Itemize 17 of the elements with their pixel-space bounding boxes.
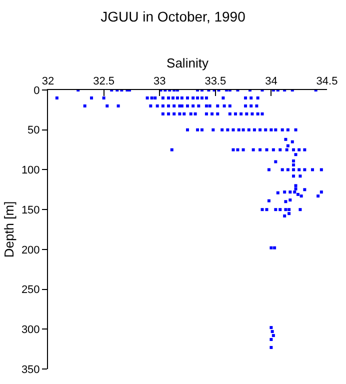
x-axis-title: Salinity bbox=[166, 56, 209, 71]
chart-title: JGUU in October, 1990 bbox=[100, 8, 246, 24]
x-tick-label: 33 bbox=[153, 76, 166, 88]
x-tick-label: 32 bbox=[42, 76, 54, 88]
x-tick-label: 34 bbox=[265, 76, 278, 88]
y-tick-label: 350 bbox=[21, 364, 40, 376]
x-tick-label: 33.5 bbox=[204, 76, 226, 88]
x-tick-label: 34.5 bbox=[316, 76, 338, 88]
y-tick-label: 50 bbox=[28, 124, 40, 137]
y-tick-label: 250 bbox=[21, 284, 40, 296]
y-tick-label: 100 bbox=[21, 164, 40, 177]
y-tick-label: 150 bbox=[21, 204, 40, 216]
y-axis-title: Depth [m] bbox=[1, 201, 16, 258]
y-tick-label: 300 bbox=[21, 324, 40, 336]
y-tick-label: 0 bbox=[34, 84, 40, 97]
y-tick-label: 200 bbox=[21, 244, 40, 256]
x-tick-label: 32.5 bbox=[93, 76, 115, 88]
